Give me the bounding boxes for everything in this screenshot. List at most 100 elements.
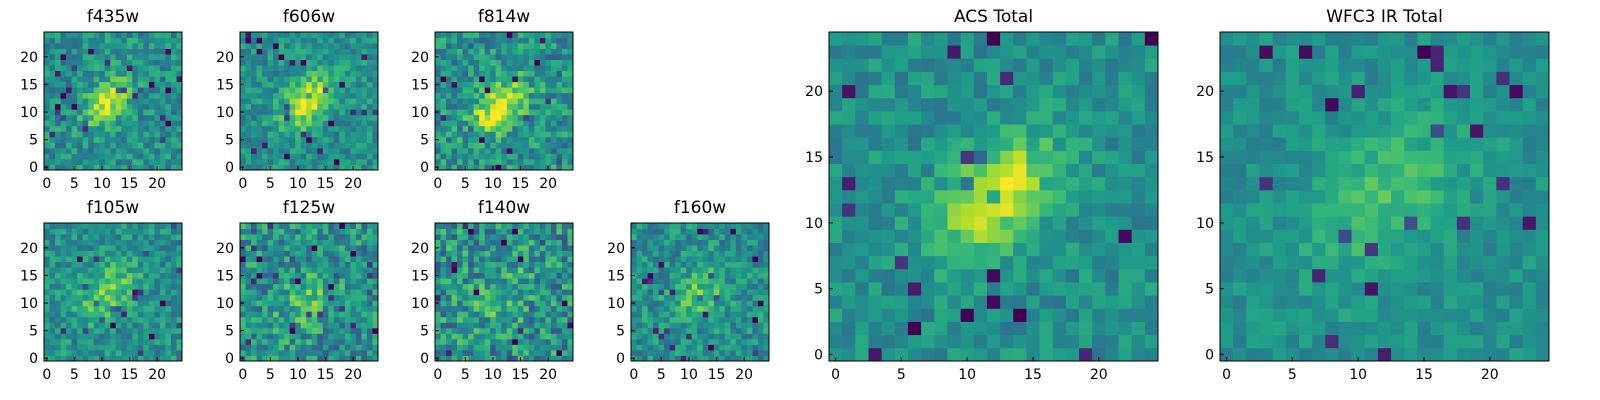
- heatmap-cell: [311, 76, 318, 83]
- heatmap-cell: [245, 103, 252, 110]
- heatmap-cell: [77, 43, 84, 49]
- heatmap-cell: [855, 295, 869, 309]
- heatmap-cell: [355, 92, 362, 99]
- heatmap-cell: [300, 54, 307, 60]
- heatmap-cell: [49, 103, 56, 110]
- heatmap-cell: [110, 142, 117, 149]
- heatmap-cell: [468, 234, 475, 240]
- heatmap-cell: [126, 234, 133, 240]
- heatmap-cell: [934, 321, 948, 336]
- heatmap-cell: [451, 32, 458, 38]
- heatmap-cell: [88, 261, 95, 268]
- heatmap-cell: [490, 245, 497, 251]
- heatmap-cell: [868, 295, 883, 309]
- heatmap-cell: [93, 300, 100, 307]
- heatmap-cell: [300, 120, 307, 127]
- heatmap-cell: [256, 294, 263, 301]
- heatmap-cell: [752, 355, 759, 362]
- heatmap-cell: [71, 316, 78, 323]
- heatmap-cell: [121, 294, 128, 301]
- heatmap-cell: [344, 261, 351, 268]
- heatmap-cell: [855, 242, 869, 257]
- heatmap-cell: [176, 153, 183, 160]
- heatmap-cell: [517, 333, 524, 340]
- heatmap-cell: [170, 54, 177, 60]
- heatmap-cell: [278, 256, 285, 263]
- heatmap-cell: [154, 338, 161, 345]
- heatmap-cell: [451, 37, 458, 44]
- heatmap-cell: [328, 322, 335, 329]
- heatmap-cell: [1105, 229, 1119, 243]
- heatmap-cell: [143, 311, 150, 318]
- heatmap-cell: [278, 311, 285, 318]
- heatmap-cell: [71, 125, 78, 132]
- heatmap-cell: [284, 103, 291, 110]
- heatmap-cell: [934, 150, 948, 164]
- heatmap-cell: [317, 120, 324, 127]
- heatmap-cell: [757, 245, 764, 251]
- heatmap-cell: [110, 70, 117, 77]
- heatmap-cell: [545, 228, 552, 235]
- heatmap-cell: [653, 311, 659, 318]
- x-tick-label: 20: [148, 176, 166, 192]
- heatmap-cell: [88, 349, 95, 356]
- heatmap-cell: [137, 120, 144, 127]
- heatmap-cell: [170, 349, 177, 356]
- heatmap-cell: [473, 316, 480, 323]
- heatmap-cell: [344, 267, 351, 274]
- heatmap-cell: [647, 261, 654, 268]
- heatmap-cell: [468, 92, 475, 99]
- heatmap-cell: [550, 158, 557, 165]
- heatmap-cell: [350, 147, 357, 154]
- heatmap-cell: [121, 76, 128, 83]
- heatmap-cell: [317, 92, 324, 99]
- heatmap-cell: [361, 81, 368, 88]
- heatmap-cell: [289, 333, 296, 340]
- heatmap-cell: [317, 125, 324, 132]
- heatmap-cell: [484, 223, 491, 229]
- heatmap-cell: [71, 223, 78, 229]
- heatmap-cell: [735, 267, 742, 274]
- heatmap-cell: [647, 294, 654, 301]
- heatmap-cell: [501, 316, 508, 323]
- heatmap-cell: [495, 59, 502, 66]
- heatmap-cell: [60, 333, 67, 340]
- heatmap-cell: [88, 87, 95, 94]
- heatmap-cell: [77, 261, 84, 268]
- heatmap-cell: [446, 245, 452, 251]
- heatmap-cell: [350, 294, 357, 301]
- heatmap-cell: [664, 344, 671, 351]
- plot-frame: [43, 31, 183, 171]
- heatmap-cell: [93, 120, 100, 127]
- heatmap-cell: [355, 158, 362, 165]
- heatmap-cell: [855, 216, 869, 230]
- heatmap-cell: [251, 333, 257, 340]
- heatmap-cell: [512, 283, 519, 290]
- heatmap-cell: [137, 81, 144, 88]
- heatmap-cell: [317, 300, 324, 307]
- heatmap-cell: [267, 59, 274, 66]
- heatmap-cell: [435, 142, 441, 149]
- heatmap-cell: [143, 289, 150, 296]
- heatmap-cell: [495, 81, 502, 88]
- heatmap-cell: [462, 98, 469, 105]
- heatmap-cell: [842, 203, 856, 217]
- heatmap-cell: [300, 245, 307, 251]
- heatmap-cell: [344, 153, 351, 160]
- heatmap-cell: [881, 295, 896, 309]
- heatmap-cell: [907, 150, 922, 164]
- heatmap-cell: [642, 272, 648, 279]
- heatmap-cell: [154, 125, 161, 132]
- heatmap-cell: [440, 103, 447, 110]
- heatmap-cell: [907, 255, 922, 270]
- heatmap-cell: [148, 92, 155, 99]
- heatmap-cell: [262, 92, 268, 99]
- heatmap-cell: [273, 131, 280, 138]
- heatmap-cell: [490, 234, 497, 240]
- heatmap-cell: [306, 289, 313, 296]
- heatmap-cell: [567, 261, 574, 268]
- heatmap-cell: [240, 48, 246, 55]
- heatmap-cell: [506, 32, 513, 38]
- heatmap-cell: [973, 321, 988, 336]
- heatmap-cell: [730, 305, 737, 312]
